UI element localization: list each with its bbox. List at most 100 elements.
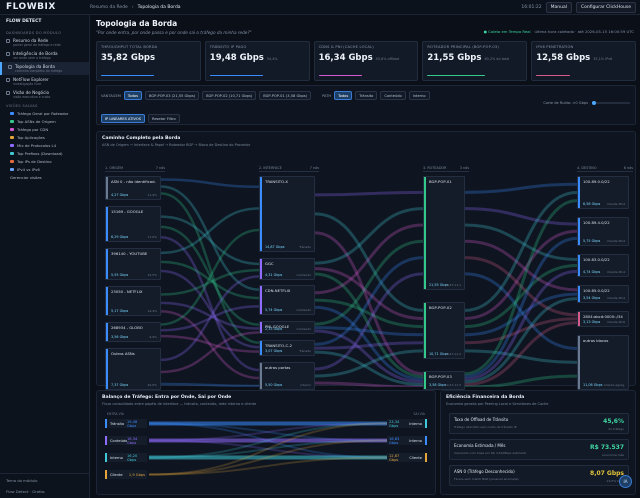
config-clickhouse-button[interactable]: Configurar ClickHouse — [575, 2, 636, 13]
sankey-link[interactable] — [314, 207, 424, 265]
sankey-node[interactable]: BGP-POP-03 3,58 Gbps 10,47,11,3 — [423, 371, 465, 390]
sankey-node[interactable]: 396140 - YOUTUBE 5,55 Gbps 15,5% — [105, 248, 161, 281]
sankey-node[interactable]: PNI-GOOGLE 2,33 Gbps Conteúdo — [259, 320, 315, 335]
sankey-link[interactable] — [464, 199, 578, 376]
sankey-link[interactable] — [160, 260, 260, 300]
sankey-node[interactable]: 100.83.0.0/22 4,74 Gbps Cliente IPv4 — [577, 253, 629, 278]
sankey-node[interactable]: GGC 4,31 Gbps Conteúdo — [259, 257, 315, 280]
manage-views-link[interactable]: Gerenciar visões — [0, 173, 89, 181]
sankey-link[interactable] — [160, 215, 260, 266]
ip-linear-chip[interactable]: IP LINEARES ATIVOS — [101, 114, 145, 123]
sankey-node[interactable]: 100.89.0.0/22 6,58 Gbps Cliente IPv4 — [577, 176, 629, 209]
vantage-chip[interactable]: BGP-POP-03 (21,55 Gbps) — [144, 91, 200, 100]
sankey-link[interactable] — [464, 374, 578, 387]
vantage-chip[interactable]: BGP-POP-01 (3,58 Gbps) — [259, 91, 312, 100]
balance-out-row[interactable]: 12,87 Gbps Cliente — [387, 453, 427, 462]
sankey-node[interactable]: CDN-NETFLIX 5,74 Gbps Conteúdo — [259, 285, 315, 315]
sankey-link[interactable] — [464, 297, 578, 384]
sankey-link[interactable] — [160, 275, 260, 362]
sankey-link[interactable] — [464, 223, 578, 262]
saved-view-item[interactable]: IPv4 vs IPv6 — [0, 165, 89, 173]
sankey-link[interactable] — [160, 301, 260, 330]
balance-in-row[interactable]: Conteúdo 16,34 Gbps — [105, 436, 147, 445]
sankey-node[interactable]: Outros ASNs 7,37 Gbps 20,6% — [105, 347, 161, 390]
saved-view-item[interactable]: Tráfego por CDN — [0, 125, 89, 133]
sankey-link[interactable] — [464, 272, 578, 350]
sankey-node[interactable]: TRANSITO-X 14,87 Gbps Trânsito — [259, 176, 315, 252]
vantage-chip[interactable]: BGP-POP-02 (10,71 Gbps) — [202, 91, 257, 100]
sankey-link[interactable] — [464, 321, 578, 387]
balance-out-row[interactable]: 16,83 Gbps Interno — [387, 436, 427, 445]
saved-view-item[interactable]: Top ASNs de Origem — [0, 117, 89, 125]
sankey-link[interactable] — [314, 190, 424, 197]
sankey-link[interactable] — [464, 349, 578, 364]
theme-label[interactable]: Tema do módulo — [6, 478, 38, 483]
sankey-node[interactable]: 268934 - GLOBO 3,56 Gbps 9,9% — [105, 321, 161, 342]
sidebar-item[interactable]: NetFlow Explorer investigação livre — [0, 75, 89, 88]
sankey-link[interactable] — [160, 228, 260, 326]
sankey-link[interactable] — [464, 239, 578, 292]
sankey-node[interactable]: ASN 0 - não identificad. 4,27 Gbps 11,9% — [105, 176, 161, 201]
sankey-link[interactable] — [464, 256, 578, 317]
sankey-link[interactable] — [314, 272, 424, 378]
sankey-link[interactable] — [464, 263, 578, 329]
user-avatar[interactable]: IA — [619, 475, 632, 488]
sankey-node[interactable]: 15169 - GOOGLE 6,29 Gbps 17,6% — [105, 206, 161, 243]
sankey-link[interactable] — [160, 305, 260, 332]
sankey-link[interactable] — [314, 256, 424, 346]
saved-view-item[interactable]: Top Prefixos (Download) — [0, 149, 89, 157]
sankey-link[interactable] — [464, 236, 578, 378]
sankey-node[interactable]: 2804:abcd:0000::/34 3,13 Gbps Cliente IPv6 — [577, 310, 629, 327]
path-chip[interactable]: Conteúdo — [380, 91, 406, 100]
saved-view-item[interactable]: Mix de Protocolos L4 — [0, 141, 89, 149]
sankey-link[interactable] — [464, 207, 578, 226]
sankey-link[interactable] — [464, 190, 578, 312]
saved-view-item[interactable]: Top Aplicações — [0, 133, 89, 141]
sankey-link[interactable] — [314, 267, 424, 320]
cutoff-slider[interactable] — [591, 100, 631, 106]
sankey-node[interactable]: outras portas 5,50 Gbps interno — [259, 362, 315, 390]
sankey-link[interactable] — [314, 305, 424, 381]
sankey-link[interactable] — [464, 292, 578, 337]
sankey-link[interactable] — [464, 317, 578, 345]
sankey-link[interactable] — [314, 350, 424, 387]
sidebar-item[interactable]: Visão de Negócio visão executiva e custo — [0, 88, 89, 101]
path-chip[interactable]: Trânsito — [355, 91, 378, 100]
sankey-link[interactable] — [464, 182, 578, 194]
sankey-link[interactable] — [160, 334, 260, 353]
reset-filter-button[interactable]: Resetar Filtro — [147, 114, 180, 123]
sankey-link[interactable] — [314, 341, 424, 350]
sankey-node[interactable]: 100.85.0.0/22 3,54 Gbps Cliente IPv4 — [577, 285, 629, 303]
balance-in-row[interactable]: Interno 16,20 Gbps — [105, 453, 147, 462]
sankey-link[interactable] — [160, 269, 260, 349]
sidebar-item[interactable]: Resumo da Rede painel geral do tráfego e … — [0, 36, 89, 49]
sankey-link[interactable] — [314, 349, 424, 378]
balance-link[interactable] — [148, 422, 388, 476]
path-chip[interactable]: Interno — [408, 91, 430, 100]
sidebar-item[interactable]: Inteligência de Borda ver onde vem o tráf… — [0, 49, 89, 62]
manual-button[interactable]: Manual — [545, 2, 572, 13]
sankey-link[interactable] — [160, 331, 260, 374]
saved-view-item[interactable]: Tráfego Geral por Roteador — [0, 109, 89, 117]
sankey-link[interactable] — [314, 212, 424, 312]
sankey-link[interactable] — [314, 223, 424, 295]
balance-link[interactable] — [148, 456, 388, 476]
sankey-link[interactable] — [160, 235, 260, 372]
saved-view-item[interactable]: Top IPs de Destino — [0, 157, 89, 165]
sankey-link[interactable] — [314, 272, 424, 371]
balance-in-row[interactable]: Trânsito 19,48 Gbps — [105, 419, 147, 428]
sankey-link[interactable] — [160, 382, 260, 387]
balance-in-row[interactable]: Cliente 1,9 Gbps — [105, 470, 147, 479]
balance-out-row[interactable]: 23,34 Gbps Interno — [387, 419, 427, 428]
sankey-node[interactable]: BGP-POP-02 10,71 Gbps 10,47,11,2 — [423, 302, 465, 359]
balance-link[interactable] — [148, 439, 388, 476]
sankey-node[interactable]: BGP-POP-01 21,55 Gbps 10,47,11,1 — [423, 176, 465, 291]
sankey-link[interactable] — [160, 207, 260, 255]
breadcrumb-item[interactable]: Resumo da Rede — [90, 4, 128, 10]
sankey-link[interactable] — [314, 298, 424, 329]
sankey-link[interactable] — [314, 381, 424, 387]
sankey-link[interactable] — [160, 268, 260, 296]
sankey-link[interactable] — [160, 192, 260, 344]
sankey-node[interactable]: 100.89.4.0/22 5,75 Gbps Cliente IPv4 — [577, 216, 629, 246]
sankey-link[interactable] — [314, 329, 424, 384]
